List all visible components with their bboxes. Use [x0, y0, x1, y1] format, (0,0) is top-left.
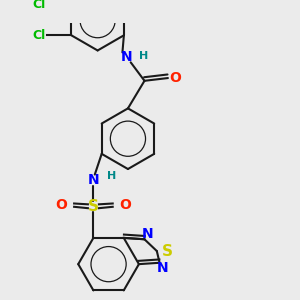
Text: Cl: Cl: [32, 0, 45, 11]
Text: N: N: [141, 227, 153, 241]
Text: N: N: [157, 261, 168, 275]
Text: O: O: [120, 198, 131, 212]
Text: H: H: [139, 51, 148, 61]
Text: O: O: [55, 198, 67, 212]
Text: O: O: [169, 71, 181, 85]
Text: H: H: [106, 171, 116, 181]
Text: N: N: [121, 50, 132, 64]
Text: S: S: [162, 244, 173, 259]
Text: Cl: Cl: [32, 29, 45, 42]
Text: S: S: [88, 199, 99, 214]
Text: N: N: [88, 173, 99, 187]
